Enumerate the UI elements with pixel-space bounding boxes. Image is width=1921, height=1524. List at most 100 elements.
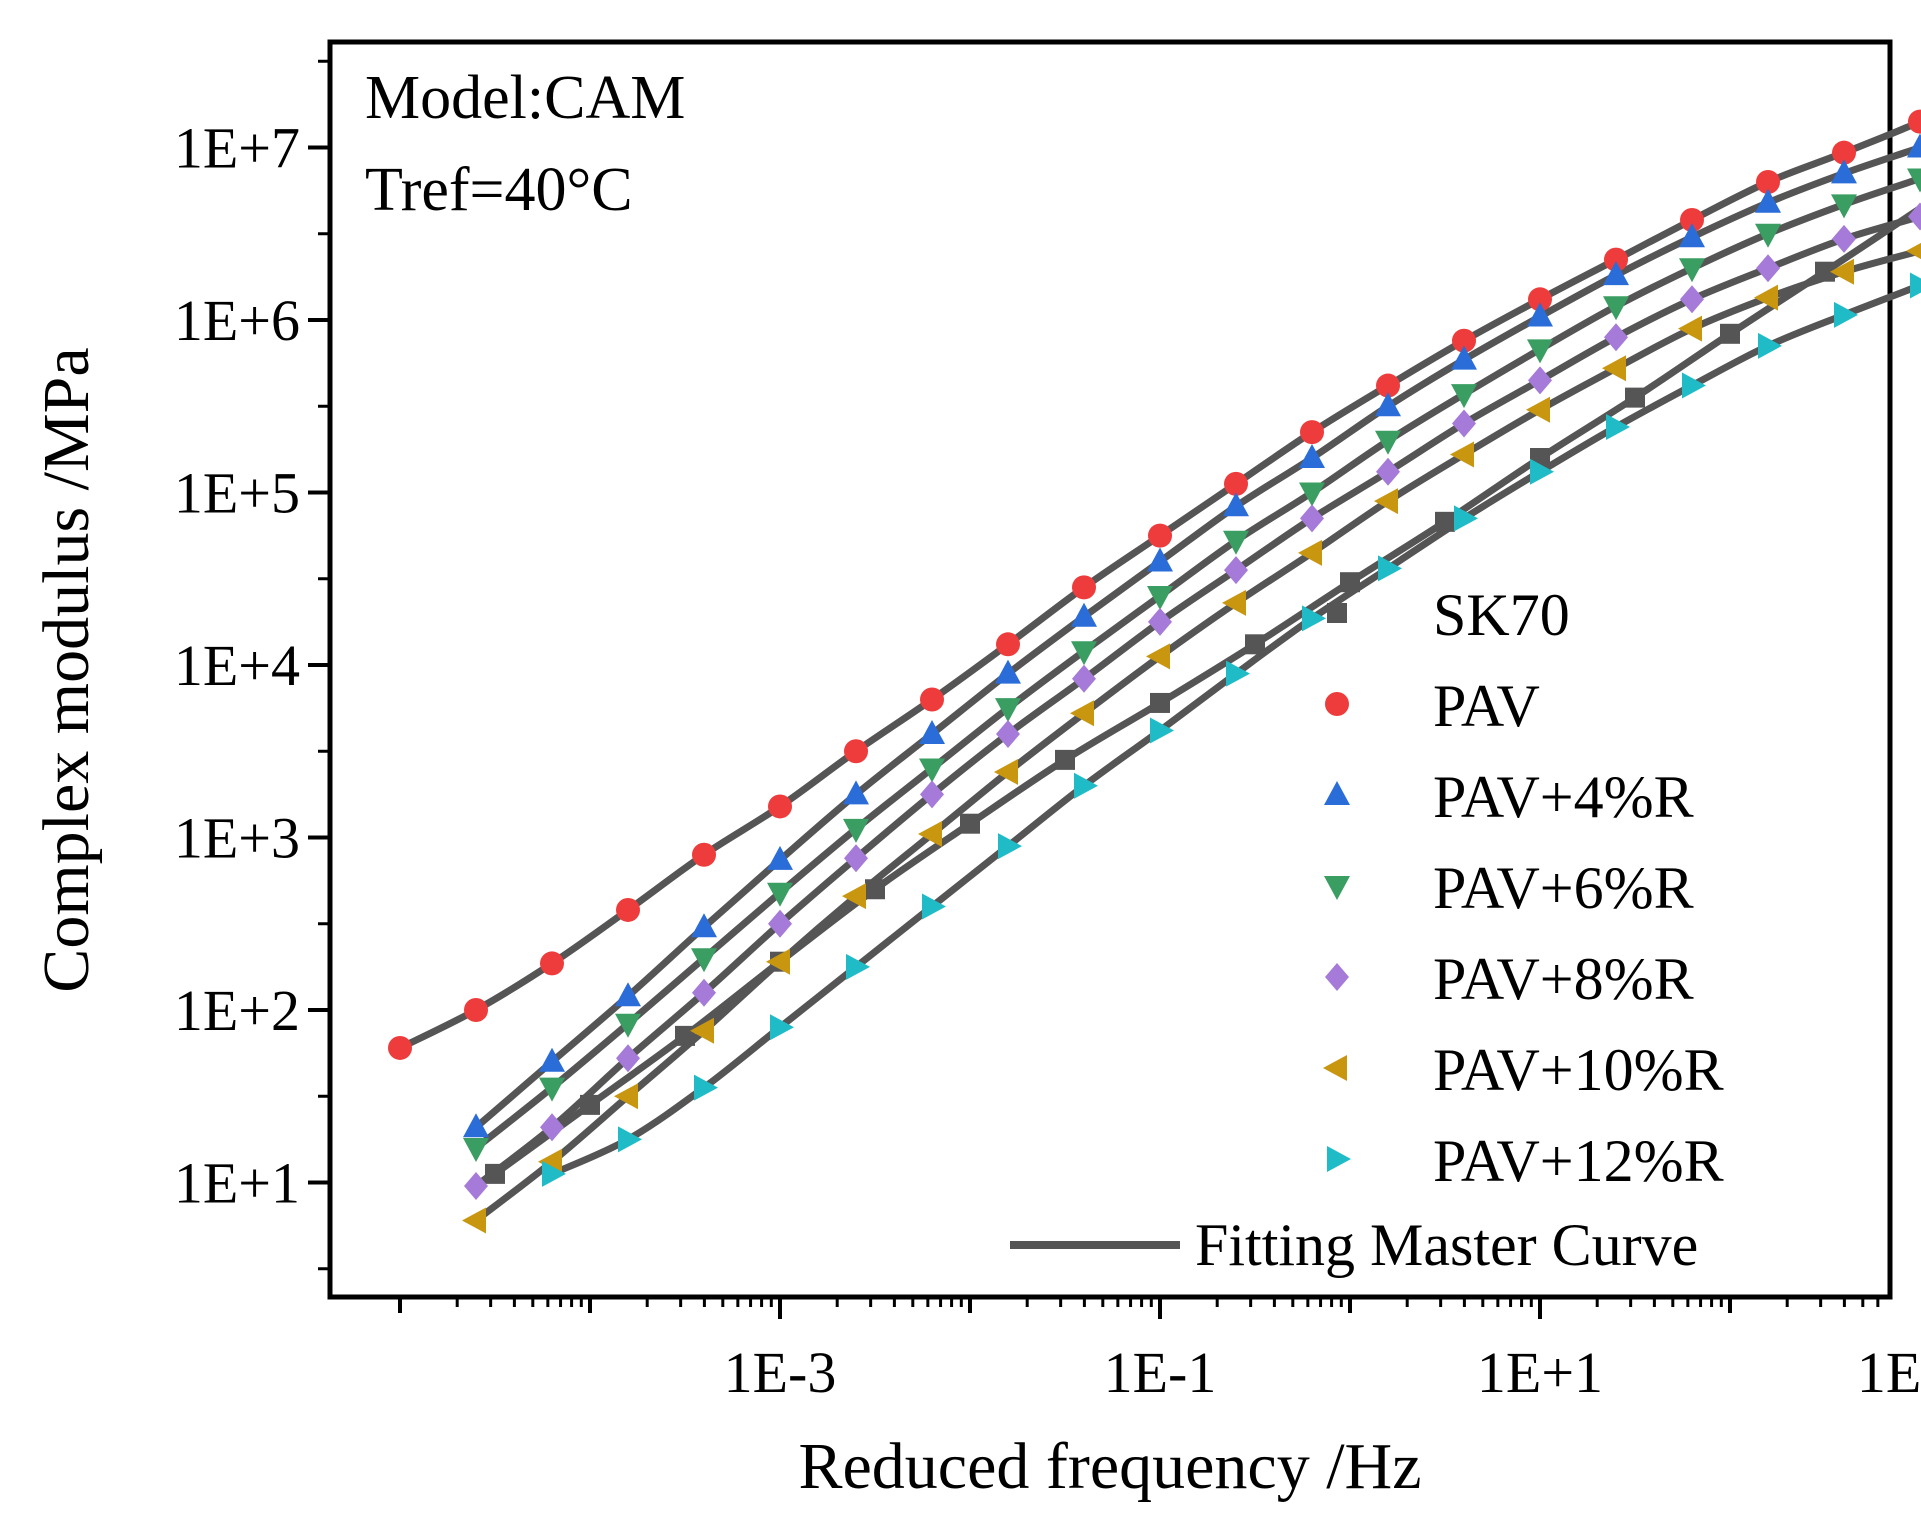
data-point (1450, 441, 1474, 468)
data-point (960, 813, 980, 834)
data-point (1147, 586, 1173, 610)
x-tick-label: 1E+3 (1857, 1340, 1921, 1405)
data-point (580, 1094, 600, 1115)
data-point (1679, 223, 1705, 248)
data-point (1374, 488, 1398, 515)
data-point (1148, 523, 1172, 548)
data-point (463, 1138, 489, 1162)
data-point (539, 1047, 565, 1072)
data-point (1298, 539, 1322, 566)
data-point (1678, 315, 1702, 342)
data-point (1070, 700, 1094, 727)
data-point (1245, 634, 1265, 655)
y-tick-label: 1E+5 (174, 461, 300, 526)
data-point (919, 758, 945, 783)
data-point (1831, 194, 1857, 219)
data-point (1055, 749, 1075, 770)
data-point (1831, 159, 1857, 184)
legend-marker (1324, 781, 1350, 805)
data-point (1530, 458, 1554, 485)
data-point (1226, 660, 1250, 687)
data-point (1832, 140, 1856, 165)
data-point (1072, 575, 1096, 600)
data-point (843, 818, 869, 843)
data-point (1452, 409, 1476, 438)
data-point (1150, 692, 1170, 713)
data-point (542, 1160, 566, 1187)
data-point (767, 882, 793, 907)
data-point (846, 953, 870, 980)
data-point (616, 1044, 640, 1073)
x-tick-label: 1E+1 (1477, 1340, 1603, 1405)
data-point (462, 1207, 486, 1234)
data-point (1147, 547, 1173, 572)
data-markers (388, 109, 1921, 1234)
data-point (1907, 168, 1921, 193)
legend-label: PAV (1433, 673, 1540, 739)
data-point (1071, 602, 1097, 627)
data-point (1150, 717, 1174, 744)
fit-curve (491, 203, 1921, 1178)
data-point (1604, 323, 1628, 352)
data-point (616, 897, 640, 922)
data-point (767, 845, 793, 870)
data-point (1680, 285, 1704, 314)
data-point (1682, 372, 1706, 399)
data-point (919, 720, 945, 744)
data-point (540, 951, 564, 976)
data-point (690, 1017, 714, 1044)
data-point (463, 1113, 489, 1138)
data-point (618, 1126, 642, 1153)
data-point (1072, 664, 1096, 693)
data-point (1679, 258, 1705, 283)
data-point (1755, 223, 1781, 248)
data-point (1302, 605, 1326, 632)
legend-label: PAV+10%R (1433, 1037, 1724, 1103)
data-point (1224, 471, 1248, 496)
data-point (766, 948, 790, 975)
data-point (995, 659, 1021, 684)
data-point (865, 879, 885, 900)
data-point (388, 1035, 412, 1060)
data-point (1755, 188, 1781, 213)
data-point (615, 982, 641, 1007)
data-point (920, 687, 944, 712)
data-point (1604, 247, 1628, 272)
data-point (995, 698, 1021, 723)
data-point (1910, 272, 1921, 299)
data-point (615, 1013, 641, 1038)
annotation-model: Model:CAM (365, 64, 685, 132)
y-tick-label: 1E+4 (174, 633, 300, 698)
data-point (675, 1025, 695, 1046)
data-point (1376, 457, 1400, 486)
data-point (691, 913, 717, 938)
data-point (1606, 413, 1630, 440)
data-point (464, 998, 488, 1022)
data-point (1299, 482, 1325, 507)
legend-label: PAV+6%R (1433, 855, 1694, 921)
data-point (1834, 301, 1858, 328)
data-point (842, 883, 866, 910)
data-point (691, 948, 717, 973)
fit-curve (396, 117, 1921, 1052)
data-point (1756, 170, 1780, 194)
legend-marker (1324, 876, 1350, 900)
data-point (1222, 589, 1246, 616)
legend-marker (1325, 692, 1349, 716)
data-point (1602, 355, 1626, 382)
x-axis-title: Reduced frequency /Hz (798, 1430, 1421, 1503)
y-tick-label: 1E+3 (174, 806, 300, 871)
data-point (1224, 556, 1248, 585)
data-point (1603, 261, 1629, 286)
data-point (1071, 641, 1097, 666)
data-point (1908, 109, 1921, 134)
data-point (1528, 287, 1552, 312)
legend-fit-label: Fitting Master Curve (1195, 1212, 1698, 1278)
data-point (1526, 396, 1550, 423)
data-point (1300, 420, 1324, 445)
data-point (1720, 323, 1740, 344)
data-point (614, 1083, 638, 1110)
data-point (1223, 492, 1249, 517)
legend-label: SK70 (1433, 582, 1570, 648)
data-point (485, 1163, 505, 1184)
